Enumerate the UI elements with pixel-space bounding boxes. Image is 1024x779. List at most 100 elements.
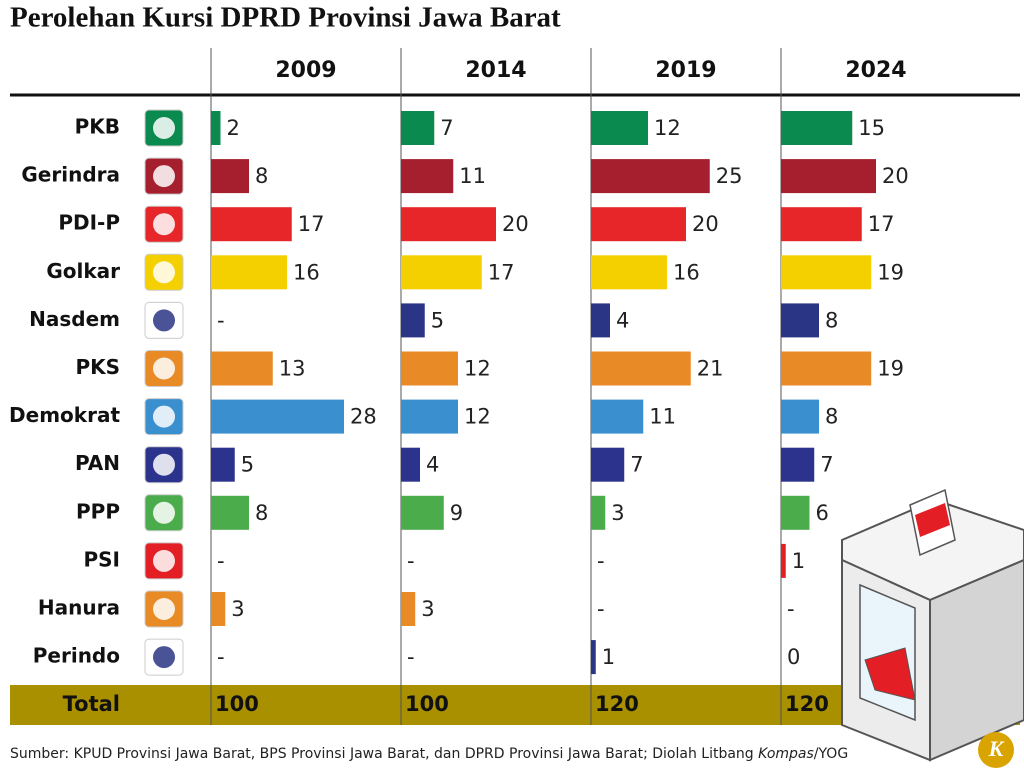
bar	[211, 495, 249, 530]
party-logo-mark	[153, 405, 175, 428]
party-logo-mark	[153, 549, 175, 572]
column-header: 2014	[465, 58, 526, 83]
bar	[781, 303, 819, 338]
value-label: 20	[502, 212, 529, 236]
value-label: 8	[255, 164, 268, 188]
value-label: 16	[293, 260, 320, 284]
value-label: 20	[692, 212, 719, 236]
category-label: PKS	[75, 355, 120, 379]
bar	[781, 111, 853, 145]
ballots-inside	[864, 647, 916, 701]
value-label: 4	[616, 308, 629, 332]
category-label: PKB	[75, 115, 120, 139]
value-label: 17	[298, 212, 325, 236]
bar	[781, 543, 786, 578]
total-value: 100	[215, 692, 259, 716]
bar	[401, 111, 435, 145]
logos	[144, 109, 184, 676]
bar	[211, 111, 221, 145]
source: Sumber: KPUD Provinsi Jawa Barat, BPS Pr…	[10, 746, 848, 762]
bar	[781, 351, 872, 386]
bar	[781, 399, 819, 434]
value-label: 8	[255, 501, 268, 525]
value-label: -	[217, 645, 225, 669]
value-label: 16	[673, 260, 700, 284]
value-label: 17	[488, 260, 515, 284]
party-logo-mark	[153, 261, 175, 284]
value-label: 4	[426, 453, 439, 477]
value-label: 5	[431, 308, 444, 332]
bar	[401, 495, 444, 530]
bar	[591, 303, 610, 338]
category-label: PSI	[83, 547, 120, 571]
value-label: 3	[231, 597, 244, 621]
box-side	[929, 558, 1024, 762]
category-label: PDI-P	[58, 211, 120, 235]
bar	[401, 592, 416, 626]
value-label: 11	[459, 164, 486, 188]
bar	[591, 255, 667, 290]
value-label: 0	[787, 645, 800, 669]
source-prefix: Sumber: KPUD Provinsi Jawa Barat, BPS Pr…	[10, 746, 758, 762]
value-label: 17	[868, 212, 895, 236]
total-value: 120	[595, 692, 639, 716]
bar	[781, 207, 862, 242]
category-label: PAN	[75, 451, 120, 475]
value-label: 6	[816, 501, 829, 525]
bar	[401, 207, 496, 242]
kompas-logo-letter: K	[988, 736, 1005, 761]
column-header: 2024	[845, 58, 906, 83]
value-label: -	[597, 597, 605, 621]
bar	[781, 159, 876, 194]
value-label: 9	[450, 501, 463, 525]
value-label: 12	[464, 405, 491, 429]
ballot-red	[915, 503, 950, 537]
party-logo-mark	[153, 213, 175, 236]
column-header: 2019	[655, 58, 716, 83]
value-label: 20	[882, 164, 909, 188]
bar	[591, 159, 710, 194]
value-label: 5	[241, 453, 254, 477]
bar	[591, 111, 648, 145]
bar	[781, 447, 815, 482]
party-logo-mark	[153, 646, 175, 669]
value-label: 19	[877, 260, 904, 284]
value-label: 12	[654, 116, 681, 140]
value-label: 7	[630, 453, 643, 477]
category-label: Nasdem	[29, 307, 120, 331]
value-label: -	[407, 549, 415, 573]
value-label: 13	[279, 357, 306, 381]
party-logo-mark	[153, 165, 175, 188]
bar	[211, 447, 235, 482]
category-label: Perindo	[33, 644, 120, 668]
category-label: Golkar	[46, 259, 120, 283]
value-label: 1	[602, 645, 615, 669]
source-suffix: /YOG	[814, 746, 848, 762]
value-label: 3	[421, 597, 434, 621]
bar	[591, 399, 644, 434]
value-label: -	[597, 549, 605, 573]
bar	[211, 207, 292, 242]
value-label: 12	[464, 357, 491, 381]
kompas-logo	[978, 732, 1014, 768]
value-label: 11	[649, 405, 676, 429]
bar	[401, 159, 454, 194]
box-window	[859, 583, 916, 722]
value-label: 3	[611, 501, 624, 525]
bars: PKB Gerindra PDI-P Golkar Nasdem PKS Demokrat P…	[9, 111, 909, 716]
bar	[211, 255, 287, 290]
value-label: 19	[877, 357, 904, 381]
value-label: 8	[825, 405, 838, 429]
bar	[401, 255, 482, 290]
bar	[781, 255, 872, 290]
bar	[591, 207, 686, 242]
value-label: -	[407, 645, 415, 669]
bar	[591, 351, 691, 386]
bar	[401, 303, 425, 338]
value-label: 15	[858, 116, 885, 140]
bar	[401, 351, 458, 386]
value-label: -	[787, 597, 795, 621]
bar	[401, 399, 458, 434]
party-logo-mark	[153, 598, 175, 620]
